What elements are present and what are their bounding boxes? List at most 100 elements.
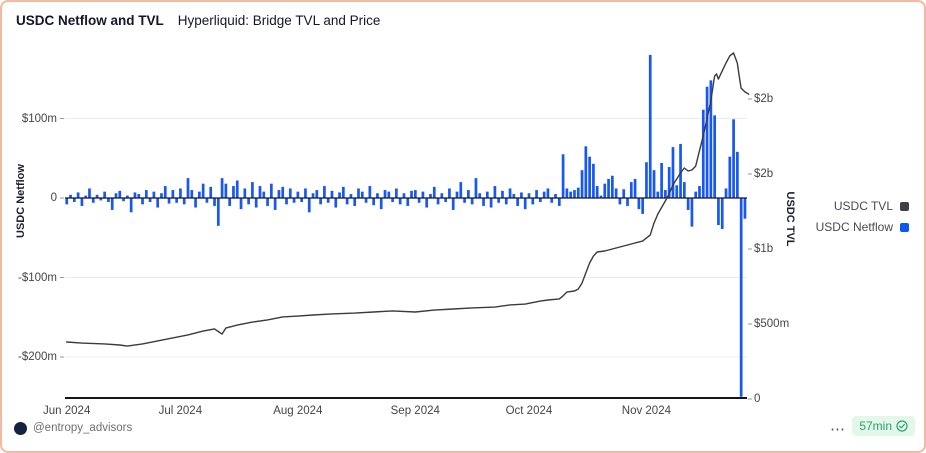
netflow-bar — [474, 178, 478, 199]
x-axis-month-label: Jun 2024 — [43, 405, 91, 417]
netflow-bar — [592, 163, 595, 198]
netflow-bar — [607, 178, 610, 198]
netflow-bar — [84, 195, 88, 199]
netflow-bar — [410, 190, 413, 198]
netflow-bar — [508, 188, 512, 198]
netflow-bar — [705, 86, 709, 198]
netflow-bar — [235, 180, 239, 198]
netflow-bar — [584, 146, 588, 198]
netflow-bar — [258, 186, 262, 198]
netflow-bar — [296, 191, 300, 198]
netflow-bar — [364, 198, 368, 203]
netflow-bar — [626, 198, 629, 206]
netflow-bar — [413, 190, 417, 198]
netflow-bar — [614, 188, 618, 198]
netflow-bar — [353, 198, 357, 206]
netflow-bar — [451, 198, 455, 210]
netflow-bar — [360, 191, 364, 198]
netflow-bar — [273, 198, 277, 210]
netflow-bar — [334, 198, 338, 208]
freshness-badge[interactable]: 57min — [852, 416, 915, 436]
netflow-bar — [660, 163, 663, 198]
legend-swatch-tvl-icon — [900, 201, 909, 211]
netflow-bar — [523, 198, 527, 210]
netflow-bar — [270, 183, 273, 198]
netflow-bar — [701, 109, 705, 198]
tvl-line — [66, 52, 750, 347]
netflow-bar — [141, 198, 144, 205]
netflow-bar — [732, 119, 735, 198]
netflow-bar — [372, 198, 375, 206]
netflow-bar — [686, 198, 690, 210]
netflow-bar — [368, 186, 372, 198]
netflow-bar — [550, 198, 554, 203]
x-axis-month-label: Jul 2024 — [158, 405, 203, 417]
netflow-bar — [641, 198, 645, 214]
netflow-bar — [546, 188, 550, 198]
netflow-bar — [160, 193, 163, 198]
netflow-bar — [671, 147, 675, 198]
netflow-bar — [618, 198, 622, 205]
netflow-bar — [80, 198, 84, 206]
netflow-bar — [288, 188, 292, 198]
netflow-bar — [743, 198, 747, 219]
netflow-bar — [179, 188, 182, 198]
netflow-bar — [436, 198, 440, 205]
chart-plot-area — [60, 52, 752, 400]
netflow-bar — [107, 198, 110, 202]
netflow-bar — [126, 195, 129, 199]
netflow-bar — [470, 198, 474, 205]
netflow-bar — [224, 183, 228, 198]
check-circle-icon — [896, 420, 908, 432]
netflow-bar — [216, 198, 220, 226]
overflow-menu-button[interactable]: ⋯ — [830, 421, 846, 438]
netflow-bar — [398, 198, 402, 205]
netflow-bar — [425, 198, 429, 208]
netflow-bar — [171, 190, 175, 198]
netflow-bar — [209, 186, 213, 198]
netflow-bar — [232, 186, 235, 198]
netflow-bar — [395, 188, 398, 198]
left-axis-tick-label: $100m — [21, 112, 57, 125]
netflow-bar — [520, 192, 523, 199]
netflow-bar — [429, 194, 432, 199]
netflow-bar — [717, 198, 720, 226]
netflow-bar — [648, 54, 652, 199]
netflow-bar — [383, 190, 387, 198]
netflow-bar — [440, 193, 444, 198]
netflow-bar — [349, 194, 353, 199]
netflow-bar — [285, 198, 288, 205]
netflow-bar — [542, 191, 546, 198]
netflow-bar — [406, 198, 410, 206]
netflow-bar — [137, 194, 141, 199]
netflow-bar — [682, 182, 686, 198]
chart-subtitle: Hyperliquid: Bridge TVL and Price — [177, 13, 381, 28]
netflow-bar — [448, 188, 451, 198]
netflow-bar — [736, 151, 739, 198]
netflow-bar — [228, 198, 232, 206]
netflow-bar — [182, 198, 186, 205]
netflow-bar — [580, 170, 584, 198]
legend-item-usdc-netflow[interactable]: USDC Netflow — [816, 220, 909, 234]
netflow-bar — [535, 190, 538, 198]
netflow-bar — [482, 198, 485, 206]
netflow-bar — [690, 198, 694, 227]
netflow-bar — [247, 198, 250, 205]
chart-legend: USDC TVL USDC Netflow — [816, 199, 909, 234]
netflow-bar — [304, 188, 307, 198]
netflow-bar — [300, 198, 304, 202]
netflow-bar — [319, 198, 322, 205]
netflow-bar — [307, 198, 311, 213]
netflow-bar — [243, 188, 247, 198]
netflow-bar — [675, 185, 679, 198]
netflow-bar — [391, 198, 394, 202]
legend-item-usdc-tvl[interactable]: USDC TVL — [834, 199, 909, 213]
netflow-bar — [569, 191, 573, 198]
netflow-bar — [163, 186, 167, 198]
netflow-bar — [728, 156, 732, 198]
netflow-bar — [72, 198, 76, 202]
netflow-bar — [118, 190, 122, 198]
netflow-bar — [277, 190, 281, 198]
netflow-bar — [152, 191, 156, 198]
netflow-bar — [220, 178, 224, 199]
